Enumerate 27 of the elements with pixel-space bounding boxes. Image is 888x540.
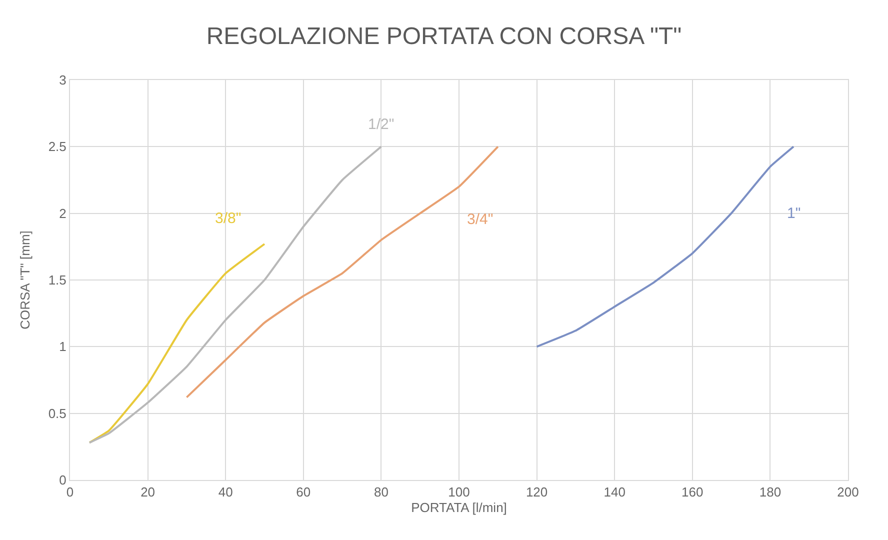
y-tick-label: 3 — [59, 72, 66, 88]
x-axis-title: PORTATA [l/min] — [411, 500, 507, 516]
series-label: 1/2" — [368, 116, 394, 133]
chart-title: REGOLAZIONE PORTATA CON CORSA "T" — [206, 22, 682, 50]
y-tick-label: 2.5 — [48, 139, 66, 154]
y-tick-label: 0 — [59, 472, 66, 488]
text: 1" — [787, 205, 801, 222]
y-tick-label: 1.5 — [48, 272, 66, 288]
x-tick-label: 100 — [448, 484, 470, 500]
series-label: 3/8" — [215, 210, 242, 227]
y-tick-label: 1 — [59, 339, 66, 354]
y-tick-label: 0.5 — [48, 406, 66, 421]
x-tick-label: 140 — [604, 484, 626, 500]
x-tick-label: 120 — [526, 484, 548, 500]
line-series — [186, 146, 499, 398]
x-tick-label: 160 — [682, 484, 704, 500]
x-tick-label: 40 — [218, 484, 233, 500]
y-tick-label: 2 — [59, 206, 66, 221]
x-tick-label: 20 — [140, 484, 156, 500]
x-tick-label: 60 — [296, 484, 311, 500]
line-series — [88, 146, 382, 444]
y-axis-title: CORSA "T" [mm] — [17, 230, 32, 330]
x-tick-label: 200 — [837, 484, 859, 500]
series-label: 3/4" — [467, 211, 494, 228]
x-tick-label: 80 — [374, 484, 388, 500]
line-series — [88, 243, 266, 444]
x-tick-label: 180 — [759, 484, 782, 500]
